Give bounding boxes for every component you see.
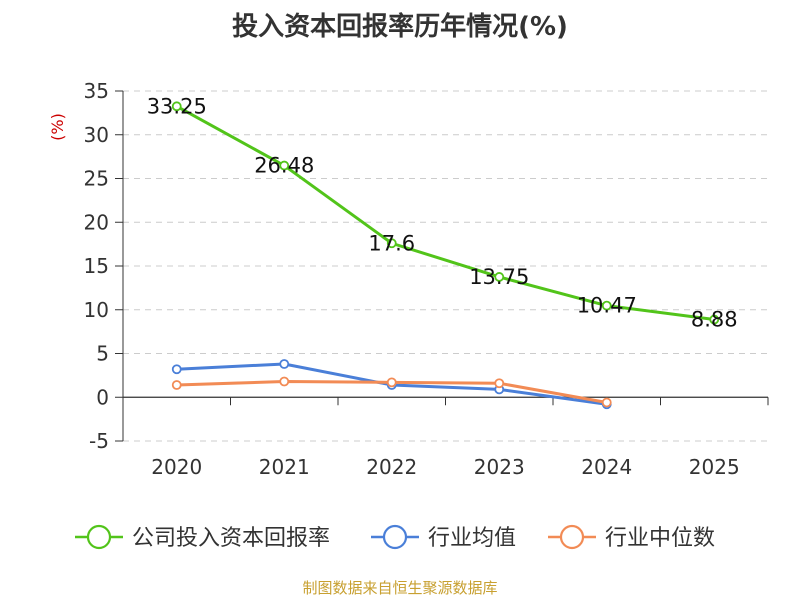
legend: 公司投入资本回报率 行业均值 行业中位数	[75, 524, 715, 551]
data-point	[601, 300, 612, 311]
x-tick-label: 2023	[474, 455, 525, 479]
data-labels: 33.25 26.48 17.6 13.75 10.47 8.88	[147, 94, 738, 331]
grid-lines	[123, 90, 768, 442]
data-label: 33.25	[147, 94, 207, 118]
data-point	[709, 314, 720, 325]
series-line-0	[176, 104, 715, 322]
data-label: 26.48	[254, 154, 314, 178]
legend-label: 行业均值	[428, 526, 516, 551]
data-point	[171, 101, 182, 112]
data-point	[171, 364, 182, 375]
x-tick-label: 2024	[581, 455, 632, 479]
data-point	[279, 359, 290, 369]
chart-title: 投入资本回报率历年情况(%)	[232, 12, 568, 42]
legend-label: 公司投入资本回报率	[132, 526, 330, 551]
data-point	[279, 376, 290, 387]
data-point	[494, 272, 505, 282]
y-tick-label: 25	[84, 167, 109, 191]
y-tick-label: 30	[84, 123, 109, 147]
data-point	[494, 378, 505, 389]
legend-label: 行业中位数	[605, 526, 715, 551]
x-tick-label: 2025	[689, 455, 740, 479]
y-tick-label: 20	[84, 210, 109, 234]
data-label: 8.88	[691, 308, 738, 332]
x-tick-label: 2020	[151, 455, 202, 479]
y-tick-label: 10	[84, 298, 109, 322]
x-tick-label: 2021	[259, 455, 310, 479]
y-tick-label: -5	[89, 429, 109, 453]
data-label: 17.6	[368, 231, 415, 255]
data-point	[386, 377, 397, 388]
y-tick-label: 35	[84, 79, 109, 103]
data-point	[279, 160, 290, 171]
data-label: 10.47	[577, 294, 637, 318]
data-label: 13.75	[469, 265, 529, 289]
y-axis-label: (%)	[48, 113, 67, 141]
y-tick-label: 5	[96, 342, 109, 366]
source-note: 制图数据来自恒生聚源数据库	[302, 579, 498, 597]
legend-marker	[86, 524, 112, 550]
x-tick-label: 2022	[366, 455, 417, 479]
y-tick-label: 15	[84, 254, 109, 278]
legend-marker	[382, 524, 408, 550]
data-point	[386, 238, 397, 249]
y-tick-label: 0	[96, 385, 109, 409]
data-point	[171, 380, 182, 390]
legend-marker	[559, 524, 585, 550]
series-lines	[171, 101, 720, 410]
data-point	[601, 397, 612, 408]
